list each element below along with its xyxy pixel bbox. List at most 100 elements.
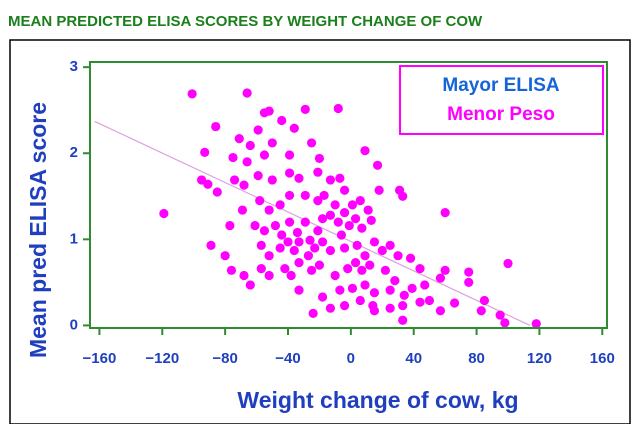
point <box>317 214 328 224</box>
point <box>270 220 281 231</box>
point <box>275 243 285 253</box>
point <box>339 301 350 311</box>
legend-text: Mayor ELISA <box>442 75 559 96</box>
point <box>300 190 310 201</box>
point <box>264 251 274 261</box>
point <box>234 134 244 144</box>
point <box>449 298 460 308</box>
point <box>398 191 408 201</box>
point <box>289 245 299 256</box>
point <box>264 270 274 281</box>
point <box>360 146 370 156</box>
point <box>308 308 318 318</box>
point <box>424 295 435 306</box>
point <box>275 200 285 210</box>
point <box>385 303 395 313</box>
point <box>369 288 380 298</box>
point <box>500 318 510 328</box>
point <box>330 270 340 281</box>
point <box>292 227 303 238</box>
point <box>314 260 325 270</box>
point <box>360 251 370 261</box>
point <box>374 185 384 195</box>
point <box>363 205 373 215</box>
point <box>220 251 230 261</box>
point <box>357 265 367 275</box>
point <box>366 215 376 225</box>
point <box>335 173 345 183</box>
point <box>415 264 425 274</box>
point <box>325 245 336 256</box>
point <box>399 290 409 300</box>
point <box>314 153 325 164</box>
point <box>253 171 263 181</box>
point <box>365 260 375 270</box>
x-tick-label: −160 <box>83 350 117 367</box>
point <box>415 297 425 307</box>
point <box>352 240 362 250</box>
point <box>237 205 248 215</box>
point <box>390 276 400 286</box>
point <box>303 251 314 261</box>
frame <box>9 39 631 424</box>
point <box>325 175 336 185</box>
point <box>336 230 347 240</box>
x-axis-label: Weight change of cow, kg <box>237 387 518 413</box>
point <box>159 208 169 219</box>
point <box>239 180 249 190</box>
point <box>440 265 450 275</box>
point <box>300 217 310 227</box>
point <box>283 237 293 247</box>
x-tick-label: 0 <box>347 350 355 367</box>
point <box>325 210 336 220</box>
point <box>339 185 350 195</box>
point <box>267 175 277 185</box>
point <box>211 121 221 132</box>
point <box>464 277 474 287</box>
point <box>357 223 367 233</box>
point <box>476 306 486 316</box>
point <box>294 173 304 183</box>
y-tick-label: 3 <box>70 58 78 75</box>
point <box>284 150 295 160</box>
x-tick-label: 40 <box>405 350 422 367</box>
point <box>284 190 295 201</box>
point <box>377 245 387 256</box>
point <box>319 190 329 201</box>
point <box>313 226 323 236</box>
x-tick-label: −40 <box>275 350 300 367</box>
point <box>531 319 541 329</box>
point <box>339 208 350 218</box>
point <box>264 106 274 116</box>
point <box>212 187 222 197</box>
point <box>330 200 340 210</box>
x-tick-label: 120 <box>527 350 552 367</box>
point <box>360 280 370 290</box>
point <box>305 235 315 245</box>
point <box>229 175 240 185</box>
x-tick-label: −120 <box>145 350 179 367</box>
point <box>250 220 260 231</box>
plot-frame <box>89 61 608 329</box>
point <box>313 195 323 206</box>
point <box>256 240 266 250</box>
point <box>325 303 336 313</box>
point <box>313 167 323 177</box>
legend-text: Menor Peso <box>447 104 555 125</box>
point <box>503 258 513 269</box>
point <box>245 280 255 290</box>
point <box>294 285 304 295</box>
point <box>350 257 361 268</box>
x-tick-label: 80 <box>468 350 485 367</box>
point <box>225 220 235 231</box>
point <box>259 150 270 160</box>
point <box>306 138 317 148</box>
point <box>495 310 505 320</box>
point <box>369 237 380 247</box>
point <box>242 88 252 98</box>
point <box>255 195 265 206</box>
point <box>286 270 296 281</box>
legend-box <box>399 65 604 135</box>
